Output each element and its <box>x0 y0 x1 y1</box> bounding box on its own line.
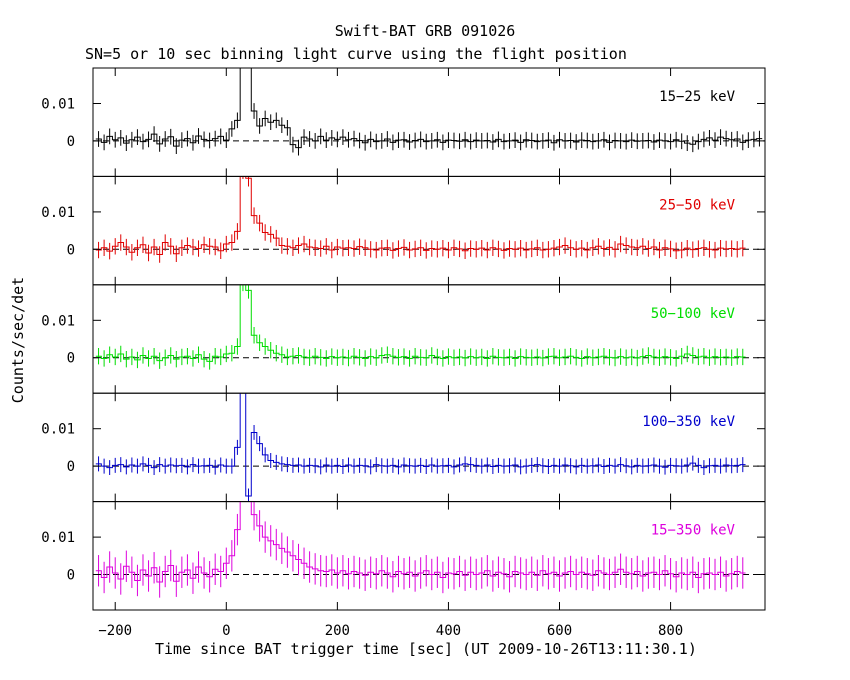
y-tick-label: 0.01 <box>41 422 75 438</box>
panel-2-data <box>93 176 765 263</box>
y-tick-label: 0 <box>67 242 75 258</box>
panel-frame <box>92 67 766 177</box>
y-tick-label: 0 <box>67 459 75 475</box>
y-tick-label: 0.01 <box>41 530 75 546</box>
panel-3: 0 0.01 50−100 keV <box>41 284 766 394</box>
panel-legend-label: 15−350 keV <box>651 523 736 539</box>
y-tick-label: 0.01 <box>41 313 75 329</box>
panel-2: 0 0.01 25−50 keV <box>41 175 766 286</box>
panel-4-data <box>93 393 765 502</box>
x-tick-label: 0 <box>222 623 230 639</box>
panel-frame <box>92 175 766 286</box>
chart-title: Swift-BAT GRB 091026 <box>334 22 516 40</box>
x-tick-label: 400 <box>436 623 461 639</box>
panel-5-data <box>93 501 765 598</box>
panel-1-data <box>93 68 765 156</box>
panel-legend-label: 15−25 keV <box>659 89 735 105</box>
x-axis-label: Time since BAT trigger time [sec] (UT 20… <box>155 640 697 658</box>
y-tick-label: 0 <box>67 567 75 583</box>
series-line <box>95 393 746 497</box>
panel-frame <box>92 392 766 503</box>
panel-1: 0 0.01 15−25 keV <box>41 67 766 177</box>
panel-frame <box>92 501 766 611</box>
series-line <box>95 68 763 149</box>
panel-legend-label: 25−50 keV <box>659 197 735 213</box>
x-tick-label: 800 <box>658 623 683 639</box>
x-tick-label: −200 <box>98 623 132 639</box>
x-tick-label: 600 <box>547 623 572 639</box>
panel-3-data <box>93 284 765 370</box>
y-tick-label: 0.01 <box>41 97 75 113</box>
panel-legend-label: 50−100 keV <box>651 306 736 322</box>
y-tick-label: 0.01 <box>41 205 75 221</box>
panel-frame <box>92 284 766 394</box>
chart-subtitle: SN=5 or 10 sec binning light curve using… <box>85 45 627 63</box>
panel-5: 0 0.01 15−350 keV <box>41 501 766 611</box>
y-tick-label: 0 <box>67 134 75 150</box>
panel-legend-label: 100−350 keV <box>642 414 735 430</box>
x-tick-label: 200 <box>325 623 350 639</box>
panel-4: 0 0.01 100−350 keV <box>41 392 766 503</box>
y-tick-label: 0 <box>67 351 75 367</box>
